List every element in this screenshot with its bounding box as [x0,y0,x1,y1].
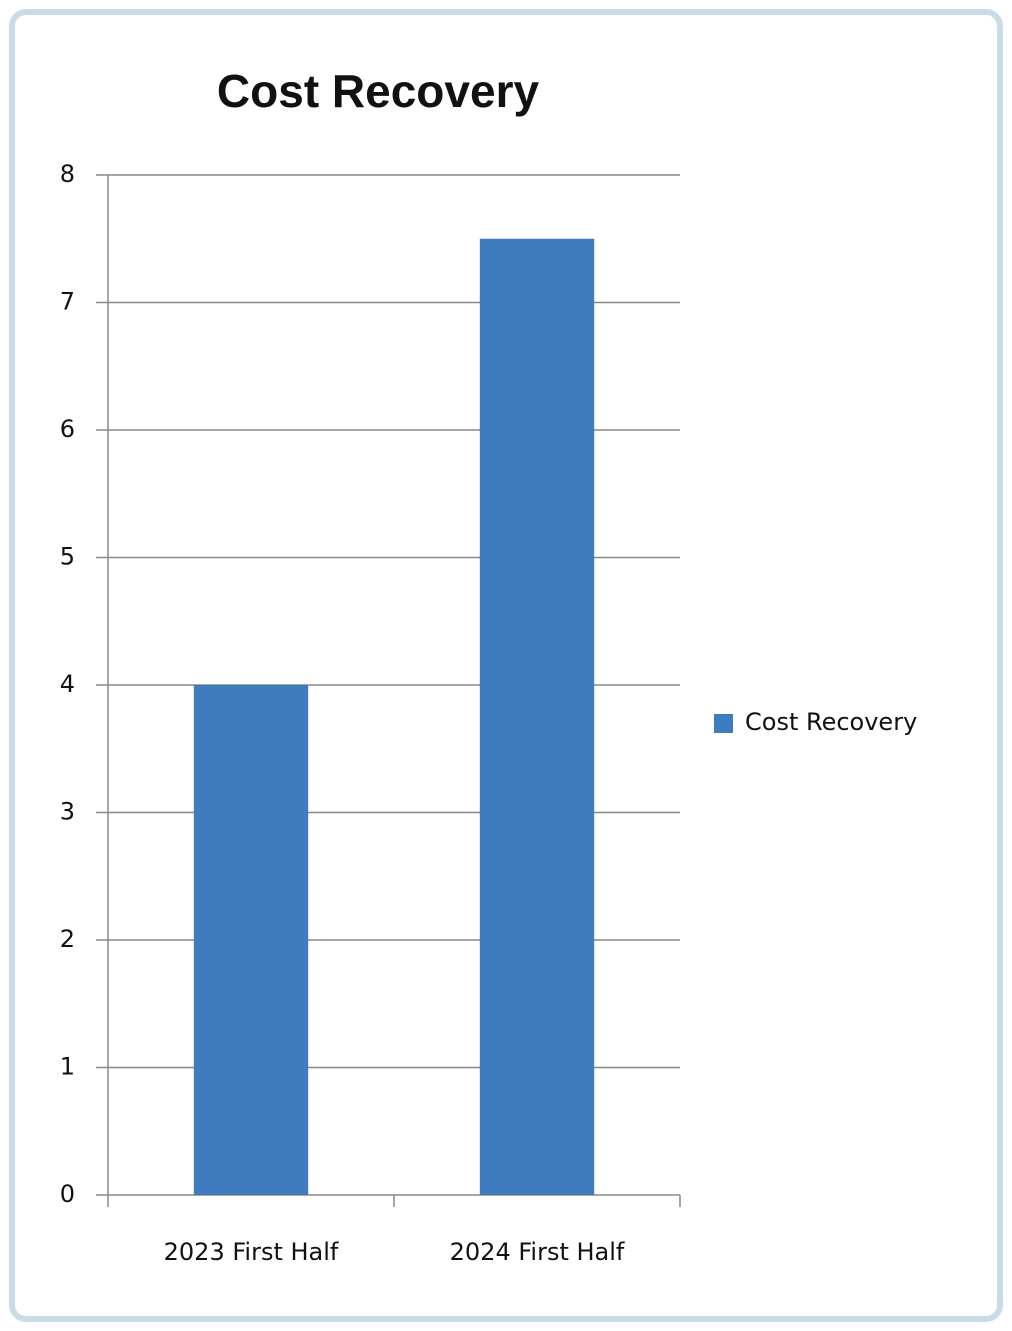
y-tick-label: 2 [60,925,75,953]
y-tick-label: 1 [60,1053,75,1081]
legend-label: Cost Recovery [745,708,917,736]
bar [479,238,595,1195]
y-tick-label: 0 [60,1180,75,1208]
y-tick-label: 5 [60,543,75,571]
y-tick-label: 8 [60,160,75,188]
bar [193,685,309,1195]
chart-title: Cost Recovery [217,65,540,117]
y-tick-label: 6 [60,415,75,443]
legend-swatch [714,714,733,733]
y-tick-label: 7 [60,288,75,316]
x-tick-label: 2023 First Half [164,1238,339,1266]
y-tick-label: 3 [60,798,75,826]
x-tick-label: 2024 First Half [450,1238,625,1266]
y-tick-label: 4 [60,670,75,698]
